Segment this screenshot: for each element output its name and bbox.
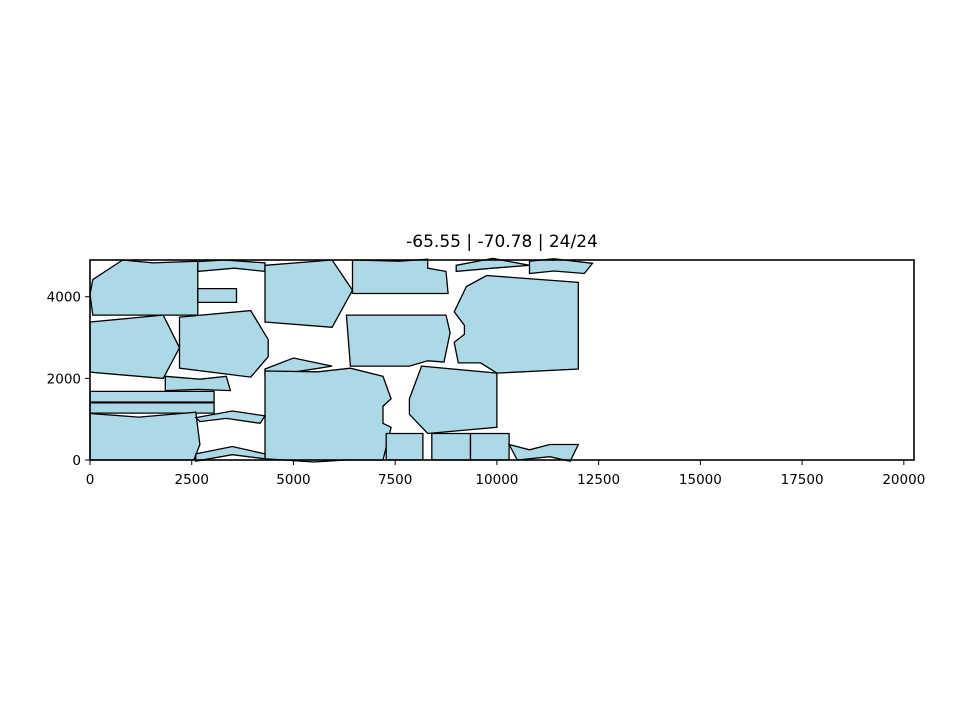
y-tick-label: 4000 <box>47 290 81 306</box>
x-tick-label: 12500 <box>577 472 620 488</box>
y-axis: 0 2000 4000 <box>47 290 90 469</box>
x-tick-label: 5000 <box>276 472 310 488</box>
y-tick-label: 2000 <box>47 371 81 387</box>
piece-20 <box>195 445 266 462</box>
piece-2 <box>197 259 266 273</box>
layout-pieces <box>89 257 594 463</box>
piece-23 <box>469 432 510 461</box>
piece-14 <box>89 390 215 403</box>
piece-9 <box>178 309 269 378</box>
x-tick-label: 0 <box>86 472 95 488</box>
piece-5 <box>351 258 449 295</box>
piece-3 <box>197 287 238 304</box>
x-tick-label: 10000 <box>475 472 518 488</box>
x-tick-label: 7500 <box>378 472 412 488</box>
piece-16 <box>264 367 392 463</box>
piece-21 <box>385 432 424 461</box>
y-tick-label: 0 <box>72 453 81 469</box>
piece-10 <box>345 314 451 367</box>
x-axis: 0 2500 5000 7500 10000 12500 15000 17500 20000 <box>86 460 925 488</box>
chart-title: -65.55 | -70.78 | 24/24 <box>406 232 598 252</box>
piece-19 <box>194 410 267 425</box>
piece-7 <box>528 258 594 275</box>
piece-4 <box>264 259 354 328</box>
x-tick-label: 20000 <box>882 472 925 488</box>
piece-1 <box>89 259 199 316</box>
plot-area-frame <box>89 259 915 461</box>
x-tick-label: 2500 <box>175 472 209 488</box>
piece-13 <box>164 375 232 392</box>
piece-8 <box>89 314 181 380</box>
x-tick-label: 17500 <box>781 472 824 488</box>
piece-18 <box>89 411 201 461</box>
piece-15 <box>89 402 215 414</box>
piece-17 <box>408 365 498 435</box>
x-tick-label: 15000 <box>679 472 722 488</box>
piece-24 <box>507 443 580 462</box>
piece-11 <box>453 274 579 374</box>
piece-22 <box>431 432 472 461</box>
